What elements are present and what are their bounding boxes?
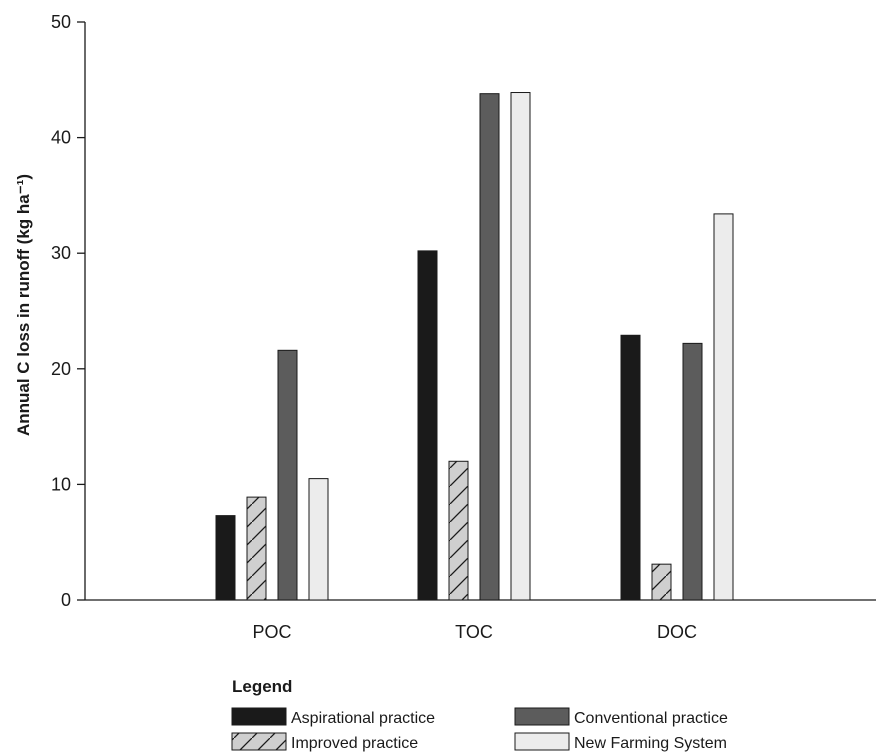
bar-poc-improved-practice bbox=[246, 496, 267, 601]
legend-swatch bbox=[231, 732, 287, 751]
y-axis-label: Annual C loss in runoff (kg ha⁻¹) bbox=[14, 174, 33, 436]
y-tick-label: 10 bbox=[51, 474, 71, 494]
legend-swatch bbox=[514, 732, 570, 751]
bar-poc-aspirational-practice bbox=[215, 515, 236, 601]
bar-doc-aspirational-practice bbox=[620, 334, 641, 601]
y-tick-label: 20 bbox=[51, 359, 71, 379]
legend-label: New Farming System bbox=[574, 735, 727, 752]
bar-toc-aspirational-practice bbox=[417, 250, 438, 601]
bar-toc-improved-practice bbox=[448, 460, 469, 601]
bar-poc-conventional-practice bbox=[277, 349, 298, 601]
legend-label: Conventional practice bbox=[574, 710, 728, 727]
legend-swatch bbox=[514, 707, 570, 726]
x-category-label: TOC bbox=[455, 622, 493, 642]
y-tick-label: 40 bbox=[51, 128, 71, 148]
x-category-label: DOC bbox=[657, 622, 697, 642]
bar-doc-new-farming-system bbox=[713, 213, 734, 601]
legend-swatch bbox=[231, 707, 287, 726]
y-tick-label: 50 bbox=[51, 12, 71, 32]
bar-toc-new-farming-system bbox=[510, 92, 531, 601]
legend-label: Aspirational practice bbox=[291, 710, 435, 727]
y-tick-label: 30 bbox=[51, 243, 71, 263]
bar-doc-improved-practice bbox=[651, 563, 672, 601]
legend-title: Legend bbox=[232, 677, 292, 696]
legend: Legend Aspirational practice Improved pra… bbox=[231, 677, 728, 752]
x-category-label: POC bbox=[252, 622, 291, 642]
y-ticks: 0 10 20 30 40 50 bbox=[51, 12, 85, 610]
bar-poc-new-farming-system bbox=[308, 478, 329, 601]
x-category-labels: POC TOC DOC bbox=[252, 622, 697, 642]
y-tick-label: 0 bbox=[61, 590, 71, 610]
legend-label: Improved practice bbox=[291, 735, 418, 752]
bar-doc-conventional-practice bbox=[682, 342, 703, 601]
bar-toc-conventional-practice bbox=[479, 93, 500, 601]
bars bbox=[215, 92, 734, 601]
